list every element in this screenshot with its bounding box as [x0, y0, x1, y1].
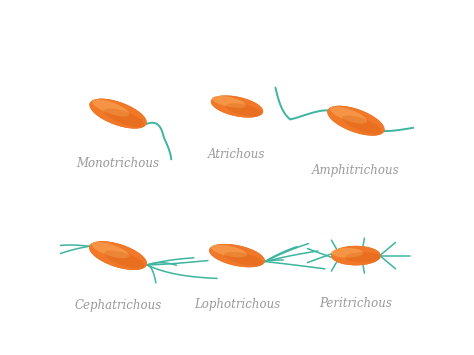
Ellipse shape: [90, 99, 147, 129]
Ellipse shape: [327, 106, 384, 136]
Ellipse shape: [346, 252, 381, 263]
Ellipse shape: [104, 251, 145, 268]
Text: Monotrichous: Monotrichous: [77, 157, 160, 170]
Ellipse shape: [331, 246, 381, 266]
Text: Cephatrichous: Cephatrichous: [74, 299, 162, 312]
Ellipse shape: [90, 99, 147, 129]
Text: Amphitrichous: Amphitrichous: [312, 164, 400, 177]
Ellipse shape: [327, 106, 384, 136]
Ellipse shape: [211, 95, 263, 118]
Ellipse shape: [224, 252, 263, 266]
Ellipse shape: [89, 241, 147, 270]
Ellipse shape: [331, 246, 381, 266]
Ellipse shape: [209, 244, 265, 267]
Ellipse shape: [342, 115, 382, 134]
Ellipse shape: [104, 108, 144, 127]
Ellipse shape: [330, 106, 367, 124]
Text: Peritrichous: Peritrichous: [319, 297, 392, 310]
Text: Lophotrichous: Lophotrichous: [194, 298, 280, 311]
Text: Atrichous: Atrichous: [208, 148, 266, 161]
Ellipse shape: [92, 242, 129, 258]
Ellipse shape: [331, 248, 363, 258]
Ellipse shape: [225, 103, 262, 116]
Ellipse shape: [211, 245, 247, 257]
Ellipse shape: [212, 96, 246, 108]
Ellipse shape: [209, 244, 265, 267]
Ellipse shape: [89, 241, 147, 270]
Ellipse shape: [211, 95, 263, 118]
Ellipse shape: [92, 99, 129, 116]
